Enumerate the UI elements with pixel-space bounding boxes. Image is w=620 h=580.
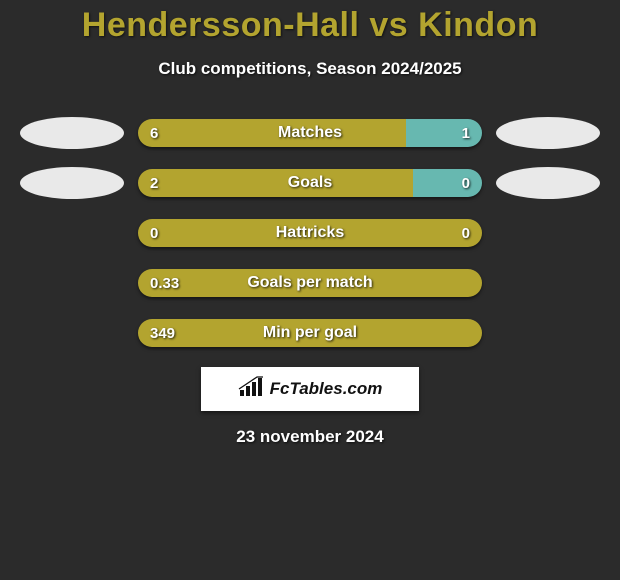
stat-label: Goals per match xyxy=(138,269,482,297)
stat-label: Hattricks xyxy=(138,219,482,247)
stat-bar-goals: 2 Goals 0 xyxy=(138,169,482,197)
player-left-oval xyxy=(20,167,124,199)
page-subtitle: Club competitions, Season 2024/2025 xyxy=(0,59,620,79)
oval-spacer xyxy=(496,267,600,299)
page-title: Hendersson-Hall vs Kindon xyxy=(0,0,620,45)
stat-row: 6 Matches 1 xyxy=(0,117,620,149)
stat-bar-hattricks: 0 Hattricks 0 xyxy=(138,219,482,247)
stat-row: 0.33 Goals per match xyxy=(0,267,620,299)
stat-row: 349 Min per goal xyxy=(0,317,620,349)
oval-spacer xyxy=(496,217,600,249)
player-left-oval xyxy=(20,117,124,149)
stats-container: 6 Matches 1 2 Goals 0 0 Hattri xyxy=(0,117,620,349)
player-right-oval xyxy=(496,117,600,149)
oval-spacer xyxy=(20,267,124,299)
brand-text: FcTables.com xyxy=(270,379,383,399)
stat-label: Goals xyxy=(138,169,482,197)
player-right-oval xyxy=(496,167,600,199)
stat-bar-matches: 6 Matches 1 xyxy=(138,119,482,147)
brand-link[interactable]: FcTables.com xyxy=(201,367,419,411)
stat-right-value: 0 xyxy=(462,219,470,247)
oval-spacer xyxy=(496,317,600,349)
stat-label: Min per goal xyxy=(138,319,482,347)
date-label: 23 november 2024 xyxy=(0,427,620,447)
oval-spacer xyxy=(20,217,124,249)
stat-row: 2 Goals 0 xyxy=(0,167,620,199)
oval-spacer xyxy=(20,317,124,349)
stat-right-value: 1 xyxy=(462,119,470,147)
stat-label: Matches xyxy=(138,119,482,147)
stat-bar-min-per-goal: 349 Min per goal xyxy=(138,319,482,347)
stat-row: 0 Hattricks 0 xyxy=(0,217,620,249)
comparison-card: Hendersson-Hall vs Kindon Club competiti… xyxy=(0,0,620,580)
stat-right-value: 0 xyxy=(462,169,470,197)
bar-chart-icon xyxy=(238,376,264,403)
stat-bar-goals-per-match: 0.33 Goals per match xyxy=(138,269,482,297)
